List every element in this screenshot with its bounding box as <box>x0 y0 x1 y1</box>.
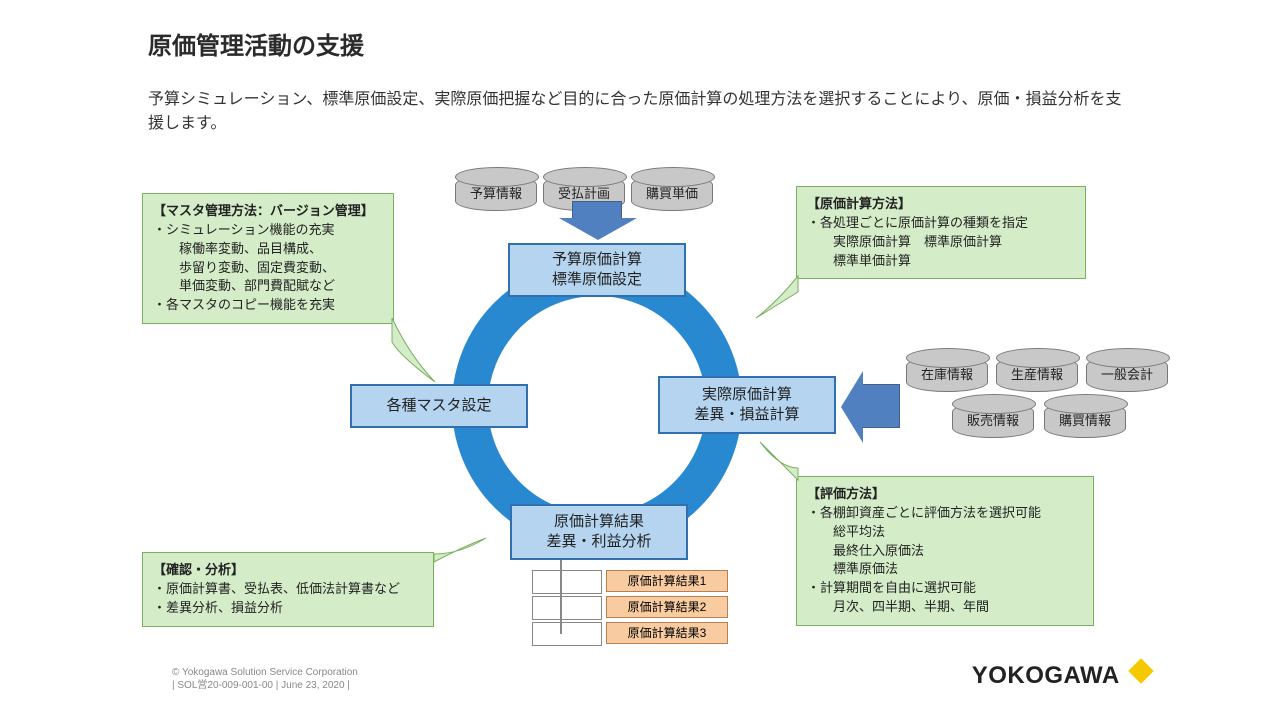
copyright-text: © Yokogawa Solution Service Corporation <box>172 667 358 678</box>
callout-heading: 【確認・分析】 <box>153 562 244 577</box>
callout-line: 標準原価法 <box>807 561 898 576</box>
callout-tail-icon <box>430 536 490 566</box>
cyl-prod-info: 生産情報 <box>996 356 1078 392</box>
logo-diamond-icon <box>1128 658 1153 683</box>
cyl-purchase-info: 購買情報 <box>1044 402 1126 438</box>
cyl-budget-info: 予算情報 <box>455 175 537 211</box>
result-row <box>532 622 602 646</box>
result-cell-2: 原価計算結果2 <box>606 596 728 618</box>
proc-label: 各種マスタ設定 <box>386 396 491 416</box>
callout-tail-icon <box>758 440 802 484</box>
proc-label: 原価計算結果差異・利益分析 <box>546 512 651 553</box>
proc-box-right: 実際原価計算差異・損益計算 <box>658 376 836 434</box>
result-cell-3: 原価計算結果3 <box>606 622 728 644</box>
callout-line: 総平均法 <box>807 524 885 539</box>
page-title: 原価管理活動の支援 <box>148 26 364 61</box>
callout-heading: 【評価方法】 <box>807 486 885 501</box>
cyl-stock-info: 在庫情報 <box>906 356 988 392</box>
result-cell-1: 原価計算結果1 <box>606 570 728 592</box>
callout-line: 標準単価計算 <box>807 253 911 268</box>
result-label: 原価計算結果1 <box>628 574 707 588</box>
cyl-label: 在庫情報 <box>921 367 973 382</box>
callout-eval: 【評価方法】 ・各棚卸資産ごとに評価方法を選択可能 総平均法 最終仕入原価法 標… <box>796 476 1094 626</box>
callout-line: 実際原価計算 標準原価計算 <box>807 234 1002 249</box>
doc-id-text: | SOL営20-009-001-00 | June 23, 2020 | <box>172 680 350 691</box>
page-subtitle: 予算シミュレーション、標準原価設定、実際原価把握など目的に合った原価計算の処理方… <box>148 88 1128 136</box>
callout-check: 【確認・分析】 ・原価計算書、受払表、低価法計算書など ・差異分析、損益分析 <box>142 552 434 627</box>
cyl-label: 予算情報 <box>470 186 522 201</box>
proc-label: 予算原価計算標準原価設定 <box>552 250 642 291</box>
callout-tail-icon <box>752 272 802 322</box>
arrow-down-icon <box>572 201 622 219</box>
result-row <box>532 570 602 594</box>
callout-line: ・計算期間を自由に選択可能 <box>807 580 976 595</box>
callout-tail-icon <box>390 316 440 386</box>
callout-line: ・シミュレーション機能の充実 <box>153 222 334 237</box>
callout-line: ・各棚卸資産ごとに評価方法を選択可能 <box>807 505 1041 520</box>
callout-line: 月次、四半期、半期、年間 <box>807 599 989 614</box>
callout-line: ・各マスタのコピー機能を充実 <box>153 297 335 312</box>
cyl-label: 受払計画 <box>558 186 610 201</box>
connector-line <box>560 560 562 634</box>
proc-box-left: 各種マスタ設定 <box>350 384 528 428</box>
callout-line: 稼働率変動、品目構成、 <box>153 241 322 256</box>
cyl-label: 販売情報 <box>967 413 1019 428</box>
cyl-label: 生産情報 <box>1011 367 1063 382</box>
callout-line: ・差異分析、損益分析 <box>153 600 283 615</box>
arrow-left-icon <box>862 384 900 428</box>
result-label: 原価計算結果2 <box>628 600 707 614</box>
callout-line: 最終仕入原価法 <box>807 543 924 558</box>
callout-line: 単価変動、部門費配賦など <box>153 278 335 293</box>
callout-master: 【マスタ管理方法：バージョン管理】 ・シミュレーション機能の充実 稼働率変動、品… <box>142 193 394 324</box>
callout-line: ・原価計算書、受払表、低価法計算書など <box>153 581 400 596</box>
callout-line: 歩留り変動、固定費変動、 <box>153 260 335 275</box>
cyl-label: 一般会計 <box>1101 367 1153 382</box>
logo-text: YOKOGAWA <box>972 662 1119 689</box>
proc-label: 実際原価計算差異・損益計算 <box>694 385 799 426</box>
cyl-sales-info: 販売情報 <box>952 402 1034 438</box>
footer-copyright: © Yokogawa Solution Service Corporation … <box>172 666 358 692</box>
proc-box-top: 予算原価計算標準原価設定 <box>508 243 686 297</box>
callout-line: ・各処理ごとに原価計算の種類を指定 <box>807 215 1028 230</box>
result-row <box>532 596 602 620</box>
cyl-label: 購買情報 <box>1059 413 1111 428</box>
result-label: 原価計算結果3 <box>628 626 707 640</box>
callout-calc-method: 【原価計算方法】 ・各処理ごとに原価計算の種類を指定 実際原価計算 標準原価計算… <box>796 186 1086 279</box>
cyl-purchase-price: 購買単価 <box>631 175 713 211</box>
callout-heading: 【原価計算方法】 <box>807 196 911 211</box>
callout-heading: 【マスタ管理方法：バージョン管理】 <box>153 203 374 218</box>
cyl-general-ledger: 一般会計 <box>1086 356 1168 392</box>
brand-logo: YOKOGAWA <box>972 662 1150 690</box>
cyl-label: 購買単価 <box>646 186 698 201</box>
proc-box-bottom: 原価計算結果差異・利益分析 <box>510 504 688 560</box>
